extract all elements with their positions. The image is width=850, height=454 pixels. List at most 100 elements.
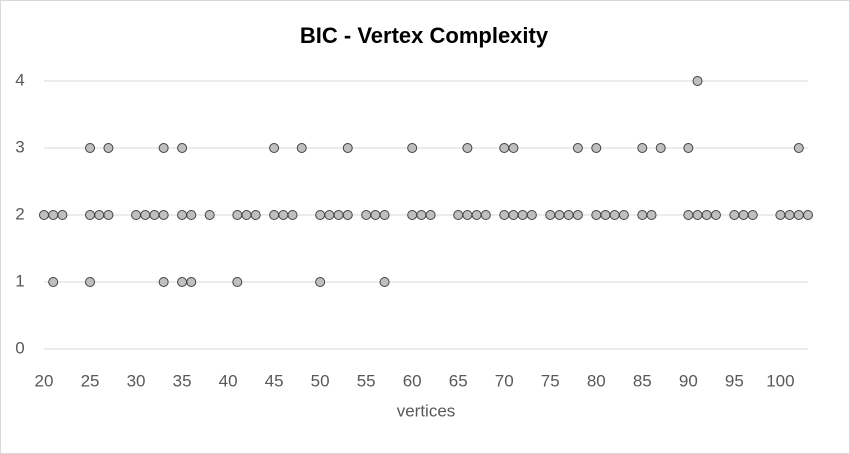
point [646,210,657,220]
point [158,143,169,153]
point [499,143,510,153]
y-tick-label: 3 [15,137,24,156]
y-tick-label: 0 [15,338,24,357]
point [591,210,602,220]
point [241,210,252,220]
point [416,210,427,220]
point [94,210,105,220]
point [692,210,703,220]
x-tick-label: 85 [633,371,652,390]
x-tick-label: 70 [495,371,514,390]
x-tick-label: 45 [265,371,284,390]
point [131,210,142,220]
point [57,210,68,220]
point [517,210,528,220]
point [793,143,804,153]
point [379,210,390,220]
point [462,210,473,220]
x-tick-label: 25 [81,371,100,390]
point [784,210,795,220]
point [775,210,786,220]
point [315,210,326,220]
point [747,210,758,220]
point [508,143,519,153]
point [186,277,197,287]
point [232,277,243,287]
point [655,143,666,153]
point [462,143,473,153]
x-axis-label: vertices [397,401,456,420]
x-tick-label: 50 [311,371,330,390]
point [572,210,583,220]
x-tick-label: 80 [587,371,606,390]
point [710,210,721,220]
x-tick-label: 100 [766,371,794,390]
point [729,210,740,220]
point [361,210,372,220]
point [269,143,280,153]
point [379,277,390,287]
point [803,210,813,220]
point [177,277,188,287]
point [342,210,353,220]
x-tick-label: 30 [127,371,146,390]
point [701,210,712,220]
y-tick-label: 2 [15,204,24,223]
point [480,210,491,220]
point [232,210,243,220]
point [177,210,188,220]
point [186,210,197,220]
point [333,210,344,220]
point [453,210,464,220]
point [85,210,96,220]
point [572,143,583,153]
point [683,210,694,220]
point [600,210,611,220]
point [637,143,648,153]
point [591,143,602,153]
point [48,210,59,220]
point [692,76,703,86]
point [158,210,169,220]
point [526,210,537,220]
x-tick-label: 35 [173,371,192,390]
point [85,143,96,153]
point [499,210,510,220]
x-tick-label: 20 [35,371,54,390]
point [508,210,519,220]
point [683,143,694,153]
chart-title: BIC - Vertex Complexity [300,23,549,48]
point [204,210,215,220]
point [278,210,289,220]
point [618,210,629,220]
point [324,210,335,220]
x-tick-label: 95 [725,371,744,390]
point [563,210,574,220]
point [85,277,96,287]
point [609,210,620,220]
point [315,277,326,287]
point [370,210,381,220]
point [177,143,188,153]
y-tick-label: 4 [15,70,24,89]
point [103,143,114,153]
point [545,210,556,220]
x-tick-label: 40 [219,371,238,390]
x-tick-label: 90 [679,371,698,390]
point [738,210,749,220]
x-tick-label: 60 [403,371,422,390]
y-tick-label: 1 [15,271,24,290]
x-tick-label: 55 [357,371,376,390]
point [296,143,307,153]
point [140,210,151,220]
point [425,210,436,220]
point [103,210,114,220]
point [250,210,261,220]
point [287,210,298,220]
point [407,210,418,220]
point [471,210,482,220]
point [39,210,49,220]
point [269,210,280,220]
